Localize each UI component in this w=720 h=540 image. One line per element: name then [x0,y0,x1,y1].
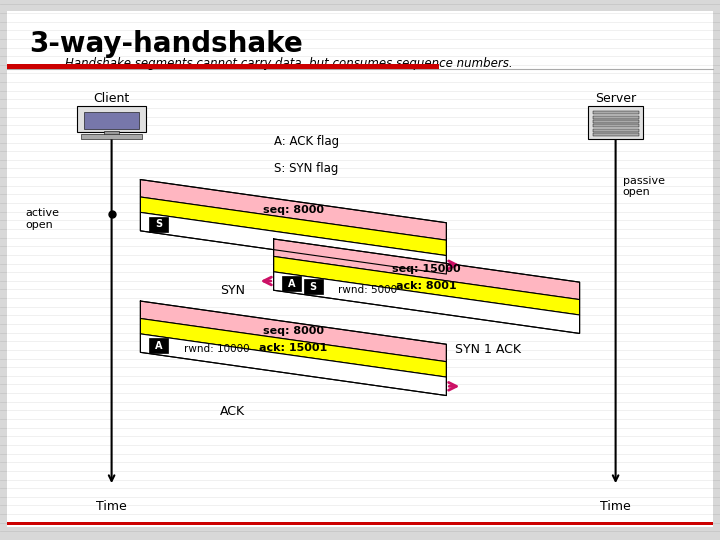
Bar [593,116,639,119]
Text: rwnd: 5000: rwnd: 5000 [338,285,397,295]
Text: Handshake segments cannot carry data, but consumes sequence numbers.: Handshake segments cannot carry data, bu… [65,57,513,70]
Text: A: A [288,279,295,288]
Text: seq: 15000: seq: 15000 [392,264,461,274]
Bar [588,106,643,139]
Bar [104,131,119,136]
Bar [282,276,301,291]
Text: Server: Server [595,92,636,105]
Text: rwnd: 10000: rwnd: 10000 [184,344,249,354]
Bar [593,124,639,127]
Bar [593,111,639,114]
Polygon shape [140,319,446,377]
Text: Time: Time [600,500,631,512]
Polygon shape [140,197,446,255]
Text: 3-way-handshake: 3-way-handshake [29,30,302,58]
Text: S: SYN flag: S: SYN flag [274,162,338,175]
Text: ACK: ACK [220,405,245,418]
Bar [149,338,168,353]
Bar [7,64,439,69]
Text: active
open: active open [25,208,59,230]
Bar [593,133,639,136]
Text: ack: 8001: ack: 8001 [396,281,457,291]
Text: seq: 8000: seq: 8000 [263,326,324,336]
Text: A: ACK flag: A: ACK flag [274,135,338,148]
Polygon shape [140,334,446,395]
Text: ack: 15001: ack: 15001 [259,343,328,353]
Text: seq: 8000: seq: 8000 [263,205,324,215]
Polygon shape [140,301,446,362]
Text: S: S [155,219,162,229]
Bar [81,134,142,139]
Polygon shape [274,239,580,300]
Text: Client: Client [94,92,130,105]
Bar [77,106,146,132]
Text: SYN: SYN [220,284,245,297]
Bar [593,129,639,132]
Bar [149,217,168,232]
Polygon shape [140,212,446,274]
Text: passive
open: passive open [623,176,665,197]
Bar [84,112,139,129]
Polygon shape [140,179,446,240]
Text: A: A [155,341,162,350]
Polygon shape [274,272,580,333]
Text: Time: Time [96,500,127,512]
Bar [304,279,323,294]
Text: SYN 1 ACK: SYN 1 ACK [455,343,521,356]
Text: S: S [310,281,317,292]
Polygon shape [274,256,580,315]
Bar [7,522,713,525]
Bar [593,120,639,123]
